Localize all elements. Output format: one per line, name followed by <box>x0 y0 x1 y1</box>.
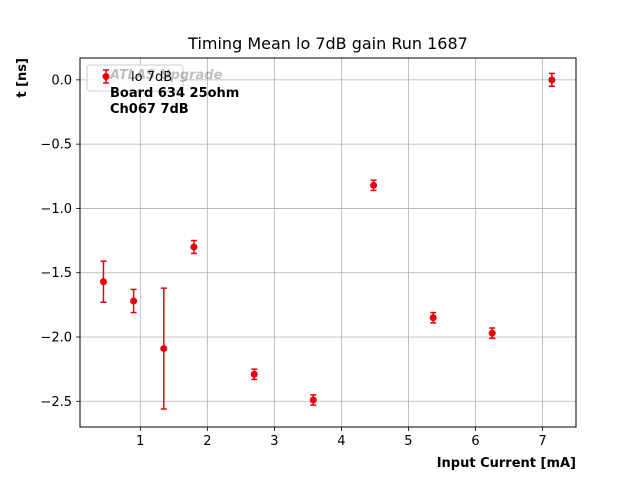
x-tick-label: 2 <box>203 434 211 449</box>
data-point <box>160 287 168 410</box>
legend-label: lo 7dB <box>131 70 172 85</box>
data-point <box>309 394 317 406</box>
annotation: ATLAS Upgrade Board 634 25ohm Ch067 7dB <box>109 68 239 117</box>
data-point <box>488 327 496 340</box>
data-marker <box>429 314 437 322</box>
data-marker <box>488 329 496 337</box>
x-tick-label: 4 <box>337 434 345 449</box>
data-point <box>99 260 107 304</box>
annotation-line-3: Ch067 7dB <box>110 102 189 117</box>
plot-frame <box>79 57 577 428</box>
x-tick-label: 3 <box>270 434 278 449</box>
data-marker <box>370 181 378 189</box>
y-tick-label: −2.5 <box>40 395 72 410</box>
data-marker <box>130 297 138 305</box>
data-point <box>370 179 378 192</box>
y-tick-label: −2.0 <box>40 331 72 346</box>
legend-marker <box>102 73 110 80</box>
x-axis-label: Input Current [mA] <box>437 456 576 471</box>
ticks: 1 2 3 4 5 6 7 0.0 −0.5 −1.0 −1.5 −2.0 −2.5 <box>40 73 546 449</box>
legend: lo 7dB <box>86 64 184 92</box>
y-tick-label: −1.5 <box>40 266 72 281</box>
legend-box <box>86 64 184 92</box>
x-tick-label: 7 <box>538 434 546 449</box>
data-point <box>548 72 556 88</box>
y-tick-label: −1.0 <box>40 202 72 217</box>
x-tick-label: 6 <box>471 434 479 449</box>
annotation-line-1: ATLAS Upgrade <box>109 68 223 83</box>
x-tick-label: 5 <box>404 434 412 449</box>
y-axis-label: t [ns] <box>15 58 30 98</box>
annotation-line-2: Board 634 25ohm <box>110 86 239 101</box>
data-point <box>429 311 437 324</box>
data-point <box>130 288 138 314</box>
data-point <box>250 368 258 381</box>
data-marker <box>160 345 168 353</box>
data-series <box>99 72 556 410</box>
y-tick-label: −0.5 <box>40 138 72 153</box>
x-tick-label: 1 <box>136 434 144 449</box>
y-tick-label: 0.0 <box>51 73 72 88</box>
data-marker <box>309 396 317 404</box>
data-marker <box>250 370 258 378</box>
data-marker <box>190 243 198 251</box>
data-marker <box>99 278 107 286</box>
chart-title: Timing Mean lo 7dB gain Run 1687 <box>187 34 468 53</box>
data-marker <box>548 76 556 84</box>
data-point <box>190 239 198 255</box>
